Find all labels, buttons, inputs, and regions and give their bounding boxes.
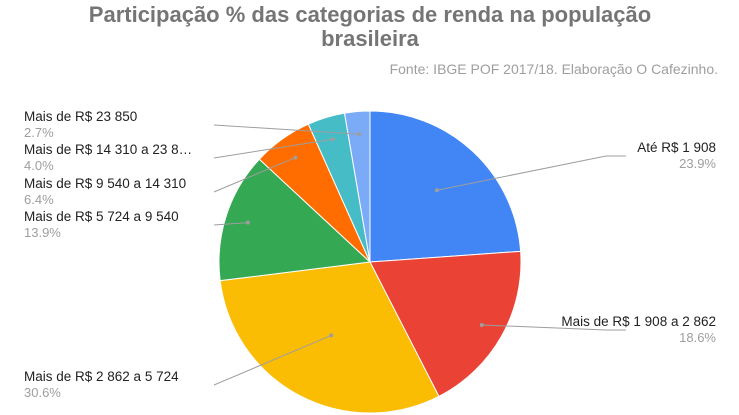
pie-slice-mais-de-r-2-862-a-5-724 bbox=[219, 261, 440, 414]
slice-percent-mais-de-r-23-850: 2.7% bbox=[24, 125, 54, 140]
leader-line-mais-de-r-5-724-a-9-540 bbox=[213, 222, 248, 226]
slice-percent-mais-de-r-9-540-a-14-310: 6.4% bbox=[24, 192, 54, 207]
leader-line-mais-de-r-23-850 bbox=[213, 124, 360, 135]
slice-percent-mais-de-r-2-862-a-5-724: 30.6% bbox=[24, 385, 61, 400]
pie-slices bbox=[218, 110, 522, 414]
slice-label-mais-de-r-5-724-a-9-540: Mais de R$ 5 724 a 9 540 bbox=[24, 209, 179, 224]
slice-label-mais-de-r-9-540-a-14-310: Mais de R$ 9 540 a 14 310 bbox=[24, 176, 186, 191]
chart-title-line-1: Participação % das categorias de renda n… bbox=[89, 2, 651, 27]
leader-line-at-r-1-908 bbox=[436, 155, 626, 191]
slice-percent-mais-de-r-1-908-a-2-862: 18.6% bbox=[679, 330, 716, 345]
slice-label-mais-de-r-1-908-a-2-862: Mais de R$ 1 908 a 2 862 bbox=[561, 314, 716, 329]
leader-line-mais-de-r-2-862-a-5-724 bbox=[213, 334, 332, 386]
slice-percent-mais-de-r-14-310-a-23-8: 4.0% bbox=[24, 158, 54, 173]
slice-label-at-r-1-908: Até R$ 1 908 bbox=[637, 140, 716, 155]
pie-slice-at-r-1-908 bbox=[369, 110, 522, 263]
slice-label-mais-de-r-14-310-a-23-8: Mais de R$ 14 310 a 23 8… bbox=[24, 142, 192, 157]
leader-line-mais-de-r-14-310-a-23-8 bbox=[213, 138, 333, 159]
leader-line-mais-de-r-9-540-a-14-310 bbox=[213, 157, 296, 193]
slice-label-mais-de-r-23-850: Mais de R$ 23 850 bbox=[24, 109, 137, 124]
pie-leader-lines bbox=[213, 124, 626, 386]
slice-label-mais-de-r-2-862-a-5-724: Mais de R$ 2 862 a 5 724 bbox=[24, 369, 179, 384]
chart-subtitle: Fonte: IBGE POF 2017/18. Elaboração O Ca… bbox=[390, 61, 718, 77]
chart-title-line-2: brasileira bbox=[321, 26, 420, 51]
pie-slice-mais-de-r-5-724-a-9-540 bbox=[218, 158, 372, 282]
pie-slice-mais-de-r-1-908-a-2-862 bbox=[369, 250, 522, 398]
slice-percent-at-r-1-908: 23.9% bbox=[679, 156, 716, 171]
slice-percent-mais-de-r-5-724-a-9-540: 13.9% bbox=[24, 225, 61, 240]
pie-slice-mais-de-r-23-850 bbox=[343, 110, 371, 263]
leader-dot-mais-de-r-23-850 bbox=[357, 132, 362, 137]
leader-line-mais-de-r-1-908-a-2-862 bbox=[481, 324, 626, 331]
